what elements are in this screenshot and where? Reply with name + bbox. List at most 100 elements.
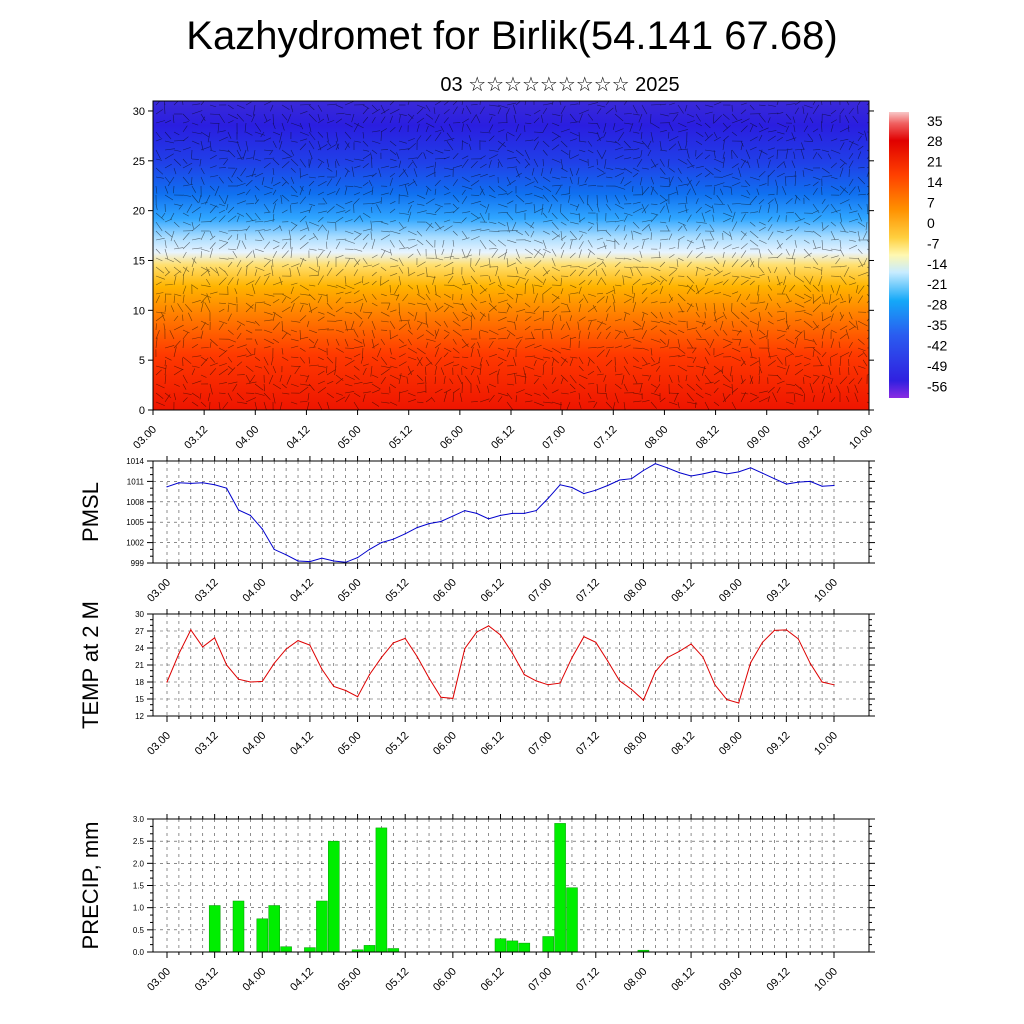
data-point xyxy=(428,677,430,679)
data-point xyxy=(404,533,406,535)
xtick-label: 08.00 xyxy=(622,730,650,758)
data-point xyxy=(297,560,299,562)
data-point xyxy=(511,512,513,515)
ytick-label: 999 xyxy=(131,559,145,568)
data-point xyxy=(678,650,680,653)
data-point xyxy=(619,680,621,682)
data-point xyxy=(511,652,513,654)
data-point xyxy=(166,681,168,683)
xsec-xtick-label: 09.12 xyxy=(796,424,824,452)
data-point xyxy=(214,637,216,639)
xtick-label: 07.00 xyxy=(526,730,554,758)
data-point xyxy=(678,472,680,474)
data-point xyxy=(368,548,371,551)
ytick-label: 1005 xyxy=(126,518,144,527)
data-point xyxy=(821,681,823,683)
data-point xyxy=(761,472,764,474)
data-point xyxy=(226,487,228,489)
colorbar-label: -56 xyxy=(927,378,947,394)
data-point xyxy=(392,642,394,644)
xtick-label: 03.00 xyxy=(145,730,173,758)
ytick-label: 1002 xyxy=(126,539,144,548)
data-point xyxy=(357,696,359,698)
colorbar-label: 7 xyxy=(927,194,935,210)
data-point xyxy=(190,629,192,631)
data-point xyxy=(404,637,406,640)
xtick-label: 05.00 xyxy=(336,577,364,605)
precip-bar xyxy=(554,823,566,953)
data-point xyxy=(214,484,216,486)
data-point xyxy=(345,689,347,692)
ytick-label: 15 xyxy=(135,695,144,704)
data-point xyxy=(226,664,228,666)
xtick-label: 09.12 xyxy=(765,730,793,758)
data-point xyxy=(488,625,490,627)
y-axis-title: PRECIP, mm xyxy=(78,822,103,950)
xtick-label: 06.00 xyxy=(431,577,459,605)
data-point xyxy=(607,660,609,662)
colorbar xyxy=(889,112,909,398)
data-point xyxy=(785,483,788,485)
xtick-label: 05.12 xyxy=(383,577,411,605)
data-point xyxy=(750,467,752,469)
xtick-label: 06.12 xyxy=(479,730,507,758)
xtick-label: 03.12 xyxy=(193,966,221,994)
xsec-xtick-label: 06.12 xyxy=(489,424,517,452)
xtick-label: 04.00 xyxy=(240,966,268,994)
data-point xyxy=(428,523,430,525)
data-point xyxy=(237,509,240,511)
data-point xyxy=(642,699,645,701)
data-point xyxy=(821,485,823,487)
data-point xyxy=(190,482,192,484)
panel-bg xyxy=(153,461,869,563)
colorbar-label: 14 xyxy=(927,174,943,190)
data-point xyxy=(285,648,287,650)
data-point xyxy=(392,538,394,540)
data-point xyxy=(726,699,728,701)
ytick-label: 27 xyxy=(135,627,144,636)
data-point xyxy=(583,636,585,638)
data-point xyxy=(714,684,716,686)
colorbar-label: -42 xyxy=(927,337,947,353)
data-point xyxy=(499,634,502,636)
precip-bar xyxy=(542,936,554,953)
xtick-label: 03.00 xyxy=(145,966,173,994)
xsec-ytick-label: 0 xyxy=(139,405,145,417)
xsec-xtick-label: 04.12 xyxy=(285,424,313,452)
xtick-label: 05.00 xyxy=(336,966,364,994)
data-point xyxy=(809,662,811,664)
data-point xyxy=(559,682,561,684)
xtick-label: 04.00 xyxy=(240,577,268,605)
data-point xyxy=(559,484,561,486)
xtick-label: 10.00 xyxy=(812,577,840,605)
xtick-label: 03.00 xyxy=(145,577,173,605)
data-point xyxy=(249,514,251,517)
ytick-label: 0.0 xyxy=(133,948,145,957)
xsec-xtick-label: 04.00 xyxy=(233,424,261,452)
data-point xyxy=(571,657,573,659)
data-point xyxy=(535,510,537,512)
data-point xyxy=(273,662,275,664)
colorbar-label: 0 xyxy=(927,215,935,231)
xsec-xtick-label: 07.00 xyxy=(540,424,568,452)
ytick-label: 30 xyxy=(135,610,144,619)
data-point xyxy=(333,685,335,688)
xtick-label: 07.00 xyxy=(526,966,554,994)
data-point xyxy=(690,475,692,477)
data-point xyxy=(607,484,609,487)
xtick-label: 10.00 xyxy=(812,966,840,994)
data-point xyxy=(547,684,549,686)
data-point xyxy=(380,657,382,659)
data-point xyxy=(416,655,418,658)
data-point xyxy=(773,629,776,632)
xsec-xtick-label: 07.12 xyxy=(591,424,619,452)
xtick-label: 06.12 xyxy=(479,966,507,994)
data-point xyxy=(202,646,204,648)
data-point xyxy=(547,497,549,499)
data-point xyxy=(571,486,573,489)
data-point xyxy=(464,510,466,512)
data-point xyxy=(249,681,251,683)
data-point xyxy=(785,629,788,631)
data-point xyxy=(750,662,752,664)
